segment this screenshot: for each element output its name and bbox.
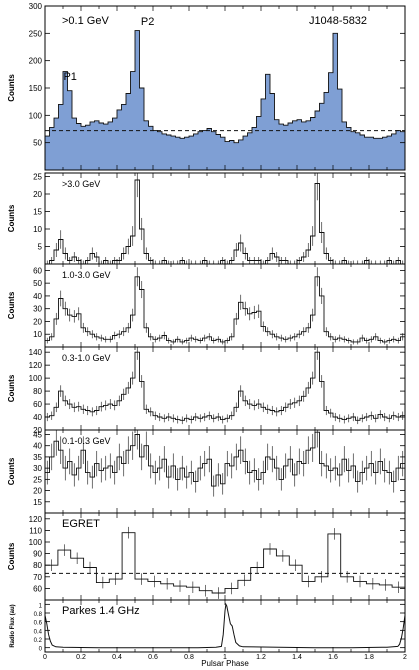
y-axis-label: Counts [7,542,16,570]
y-tick-label: 100 [29,374,43,383]
y-tick-label: 100 [29,538,43,547]
x-tick-label: 0.6 [148,654,158,661]
data-line-5 [45,532,405,594]
y-tick-label: 0.8 [34,612,43,618]
y-tick-label: 10 [33,330,42,339]
source-label: J1048-5832 [309,15,367,27]
peak-label: P2 [141,16,154,28]
panel-3: 20 40 60 80 100 120 140 0.3-1.0 GeV Counts [7,346,406,435]
panel-label: 0.1-0.3 GeV [62,436,111,446]
y-tick-label: 150 [29,84,43,93]
data-line-6 [44,602,406,649]
y-tick-label: 60 [33,400,42,409]
x-tick-label: 0.8 [184,654,194,661]
panel-6: 0 0.2 0.4 0.6 0.8 1 Parkes 1.4 GHz Radio Flux (… [10,599,406,653]
x-tick-label: 1.6 [328,654,338,661]
panel-5: 60 70 80 90 100 110 120 EGRET Counts [7,512,406,601]
y-tick-label: 1 [39,603,43,609]
y-tick-label: 25 [33,173,42,182]
y-tick-label: 250 [29,29,43,38]
panel-label: EGRET [62,518,100,530]
x-axis-label: Pulsar Phase [201,659,249,668]
data-line-1 [45,179,405,265]
panel-2: 10 20 30 40 50 60 1.0-3.0 GeV Counts [7,263,406,348]
y-tick-label: 20 [33,190,42,199]
peak-label: P1 [63,71,76,83]
x-axis: 0 0.2 0.4 0.6 0.8 1 1.2 1.4 1.6 1.8 2 [43,654,407,661]
panel-label: 1.0-3.0 GeV [62,270,111,280]
x-tick-label: 1 [223,654,227,661]
panel-0: 50 100 150 200 250 300 >0.1 GeV Counts P1 P2 [7,2,406,171]
data-line-2 [45,276,405,343]
y-tick-label: 110 [29,526,42,535]
x-tick-label: 0 [43,654,47,661]
y-tick-label: 40 [33,442,42,451]
y-tick-label: 0.6 [34,621,43,627]
y-tick-label: 140 [29,348,43,357]
y-tick-label: 50 [33,279,42,288]
panel-label: Parkes 1.4 GHz [62,605,140,617]
y-tick-label: 300 [29,2,43,11]
histogram-fill-0 [45,30,405,170]
y-tick-label: 15 [33,498,42,507]
y-tick-label: 60 [33,584,42,593]
x-tick-label: 1.8 [364,654,374,661]
y-tick-label: 40 [33,292,42,301]
y-tick-label: 70 [33,573,42,582]
y-axis-label: Counts [7,291,16,319]
y-tick-label: 20 [33,487,42,496]
x-tick-label: 0.4 [112,654,122,661]
y-tick-label: 15 [33,208,42,217]
y-tick-label: 20 [33,317,42,326]
y-tick-label: 0.2 [34,638,43,644]
y-tick-label: 90 [33,550,42,559]
y-tick-label: 50 [33,139,42,148]
y-tick-label: 80 [33,561,42,570]
y-tick-label: 45 [33,430,42,439]
y-tick-label: 0 [39,647,43,653]
y-tick-label: 60 [33,266,42,275]
y-tick-label: 35 [33,453,42,462]
y-tick-label: 30 [33,464,42,473]
y-axis-label: Counts [7,457,16,485]
y-axis-label: Radio Flux (au) [10,604,16,647]
panel-4: 15 20 25 30 35 40 45 0.1-0.3 GeV Counts [7,429,406,514]
y-tick-label: 5 [38,243,43,252]
y-tick-label: 120 [29,515,43,524]
x-tick-label: 1.4 [292,654,302,661]
panel-label: >0.1 GeV [62,15,109,27]
y-axis-label: Counts [7,204,16,232]
y-axis-label: Counts [7,74,16,102]
y-tick-label: 0.4 [34,629,43,635]
y-tick-label: 40 [33,413,42,422]
y-tick-label: 200 [29,57,43,66]
y-tick-label: 20 [33,426,42,435]
panel-1: 5 10 15 20 25 >3.0 GeV Counts [7,172,406,265]
y-tick-label: 25 [33,475,42,484]
y-tick-label: 10 [33,225,42,234]
y-tick-label: 30 [33,305,42,314]
y-tick-label: 120 [29,361,43,370]
y-tick-label: 80 [33,387,42,396]
panel-label: 0.3-1.0 GeV [62,353,111,363]
y-tick-label: 100 [29,111,43,120]
y-axis-label: Counts [7,374,16,402]
panel-label: >3.0 GeV [62,179,100,189]
x-tick-label: 2 [403,654,407,661]
x-tick-label: 1.2 [256,654,266,661]
data-line-0 [45,30,405,144]
x-tick-label: 0.2 [76,654,86,661]
